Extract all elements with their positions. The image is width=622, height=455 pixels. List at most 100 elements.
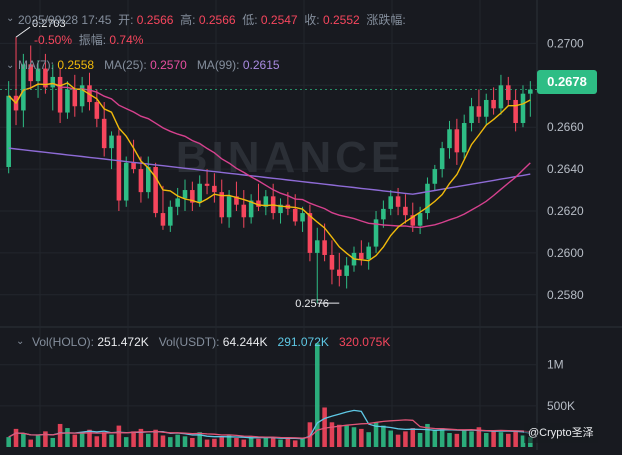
ma-legend: MA(7): 0.2558 MA(25): 0.2570 MA(99): 0.2… <box>18 58 280 72</box>
candle-body <box>307 213 313 253</box>
volume-bar <box>483 433 489 447</box>
candle-body <box>35 68 41 82</box>
candles <box>6 37 533 304</box>
ma-collapse-chevron-icon[interactable]: ⌄ <box>6 60 15 71</box>
watermark: BINANCE <box>176 133 404 182</box>
candle-body <box>506 85 511 100</box>
volume-bar <box>256 438 261 447</box>
candle-body <box>322 240 327 255</box>
volume-bar <box>6 437 11 447</box>
volume-bar <box>138 428 144 447</box>
high-marker-label: 0.2703 <box>32 18 66 30</box>
low-marker-label: 0.2576 <box>295 298 329 310</box>
vol-usdt-value: 64.244K <box>222 335 268 349</box>
candle-body <box>381 208 386 220</box>
vol-holo-value: 251.472K <box>97 335 149 349</box>
candle-body <box>447 129 452 149</box>
volume-bar <box>292 440 298 447</box>
candle-body <box>28 64 33 82</box>
ohlc-legend-line2: -0.50% 振幅: 0.74% <box>34 31 143 48</box>
candle-body <box>160 213 166 226</box>
amplitude-label: 振幅: <box>78 33 107 47</box>
volume-bar <box>410 428 416 447</box>
candle-body <box>226 196 232 218</box>
candle-body <box>491 99 496 109</box>
current-price-badge: 0.2678 <box>537 70 597 94</box>
collapse-chevron-icon[interactable]: ⌄ <box>6 13 15 24</box>
candle-body <box>138 169 144 193</box>
volume-bar <box>491 430 496 447</box>
change-value: -0.50% <box>34 33 73 47</box>
candle-body <box>300 213 305 222</box>
author-badge: @Crypto圣泽 <box>524 423 598 443</box>
candle-body <box>168 206 173 226</box>
candle-body <box>21 64 26 111</box>
volume-bar <box>351 427 357 447</box>
price-tick-label: 0.2660 <box>547 120 584 134</box>
candle-body <box>241 204 247 218</box>
candle-body <box>109 135 114 149</box>
volume-bar <box>153 429 158 447</box>
amplitude-value: 0.74% <box>109 33 144 47</box>
low-label: 低: <box>242 13 258 27</box>
candle-body <box>359 252 364 260</box>
volume-bar <box>439 428 445 447</box>
volume-bar <box>72 434 78 447</box>
candle-body <box>131 162 136 170</box>
candle-body <box>344 265 349 276</box>
candle-body <box>65 89 70 113</box>
volume-bar <box>28 439 33 447</box>
volume-bar <box>425 423 430 447</box>
volume-bar <box>175 434 180 447</box>
volume-bar <box>285 438 291 447</box>
candle-body <box>403 206 408 216</box>
volume-bar <box>241 439 247 447</box>
volume-bar <box>388 430 394 447</box>
volume-bar <box>373 422 379 447</box>
volume-bar <box>65 428 70 447</box>
candle-body <box>79 85 85 107</box>
low-value: 0.2547 <box>260 13 298 27</box>
volume-legend: Vol(HOLO): 251.472K Vol(USDT): 64.244K 2… <box>32 335 390 349</box>
price-axis: 0.27000.26800.26600.26400.26200.26000.25… <box>547 36 584 412</box>
high-marker-line <box>15 26 31 38</box>
volume-bar <box>366 432 371 447</box>
candle-body <box>94 102 100 119</box>
volume-bar <box>344 425 349 447</box>
volume-bar <box>359 428 364 447</box>
candle-body <box>314 240 320 253</box>
volume-ma2-line <box>8 419 531 439</box>
candle-body <box>204 183 210 186</box>
volume-bar <box>116 425 122 447</box>
volume-bar <box>182 436 188 447</box>
candle-body <box>219 192 225 218</box>
candle-body <box>513 99 518 124</box>
change-label: 涨跌幅: <box>366 13 406 27</box>
moving-averages <box>8 82 531 440</box>
candle-body <box>101 118 107 149</box>
volume-bar <box>43 431 48 447</box>
ma7-value: 0.2558 <box>57 58 95 72</box>
ma25-label: MA(25): <box>104 58 147 72</box>
open-label: 开: <box>118 13 134 27</box>
high-label: 高: <box>180 13 196 27</box>
volume-bar <box>403 431 408 447</box>
close-value: 0.2552 <box>322 13 360 27</box>
candle-body <box>153 167 158 214</box>
volume-bar <box>263 437 269 447</box>
volume-bar <box>101 432 107 447</box>
volume-bar <box>57 423 63 447</box>
volume-bar <box>248 436 254 447</box>
volume-bar <box>234 437 239 447</box>
volume-bar <box>131 431 136 447</box>
vol-collapse-chevron-icon[interactable]: ⌄ <box>16 336 25 347</box>
volume-bar <box>212 438 217 447</box>
volume-bar <box>13 428 19 447</box>
volume-bar <box>145 433 151 447</box>
volume-bar <box>513 431 518 447</box>
volume-bar <box>381 425 386 447</box>
candle-body <box>329 254 335 270</box>
volume-bar <box>329 422 335 447</box>
